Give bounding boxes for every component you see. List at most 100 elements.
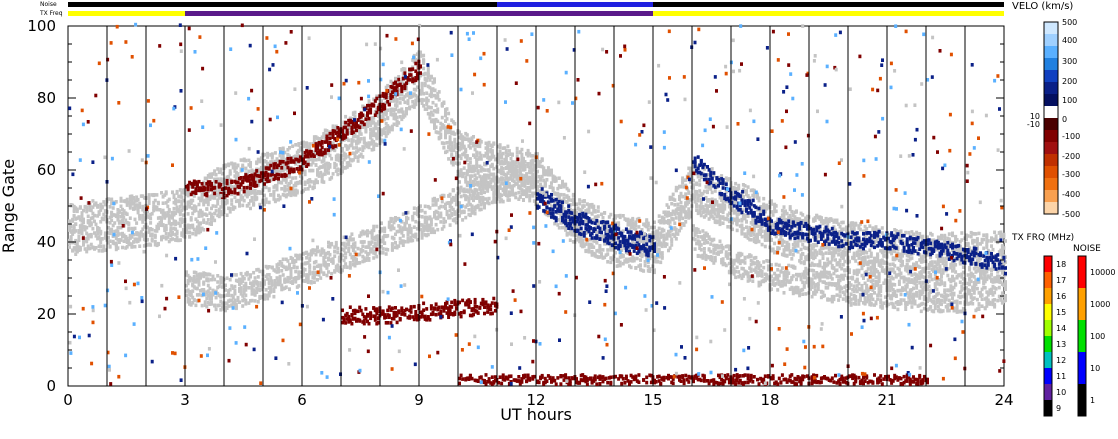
data-cell	[922, 275, 926, 280]
data-cell	[865, 250, 869, 255]
data-cell	[536, 179, 539, 184]
data-cell	[316, 172, 319, 176]
data-cell	[185, 206, 188, 211]
data-cell	[873, 256, 876, 261]
data-cell	[916, 264, 920, 269]
data-cell	[946, 242, 950, 247]
data-cell	[327, 151, 330, 156]
data-cell	[263, 202, 266, 207]
data-cell	[372, 147, 376, 152]
data-cell	[241, 203, 245, 208]
data-cell	[85, 249, 89, 254]
data-cell	[557, 194, 561, 198]
data-cell	[877, 263, 881, 267]
data-cell	[164, 190, 168, 194]
data-cell	[231, 207, 235, 211]
data-cell	[177, 194, 181, 199]
data-cell	[858, 252, 862, 257]
data-cell	[888, 278, 892, 282]
data-cell	[439, 128, 443, 132]
data-cell	[760, 209, 764, 213]
data-cell	[119, 196, 123, 201]
data-cell	[68, 228, 71, 232]
data-cell	[841, 263, 845, 267]
data-cell	[774, 234, 778, 239]
data-cell	[507, 182, 511, 186]
data-cell	[874, 225, 878, 229]
data-cell	[414, 98, 418, 103]
data-cell	[464, 147, 468, 152]
data-cell	[380, 131, 383, 136]
data-cell	[620, 248, 624, 252]
data-cell	[116, 212, 120, 217]
data-cell	[670, 243, 674, 247]
data-cell	[980, 237, 984, 242]
data-cell	[314, 163, 318, 167]
data-cell	[832, 266, 836, 270]
data-cell	[208, 211, 212, 216]
data-cell	[116, 246, 120, 250]
data-cell	[606, 252, 610, 256]
data-cell	[571, 197, 575, 202]
data-cell	[827, 251, 831, 255]
data-cell	[621, 214, 625, 218]
data-cell	[773, 241, 777, 246]
data-cell	[698, 189, 702, 193]
data-cell	[536, 159, 539, 164]
data-cell	[227, 174, 231, 179]
data-cell	[702, 207, 706, 211]
data-cell	[386, 108, 390, 112]
data-cell	[933, 273, 937, 277]
data-cell	[715, 214, 719, 219]
data-cell	[824, 245, 828, 250]
data-cell	[663, 212, 667, 217]
data-cell	[439, 132, 443, 137]
data-cell	[448, 142, 452, 146]
data-cell	[929, 231, 933, 236]
data-cell	[376, 135, 380, 139]
data-cell	[734, 210, 738, 214]
data-cell	[819, 245, 823, 250]
data-cell	[107, 235, 110, 240]
data-cell	[943, 259, 947, 263]
noise-bar-label: Noise	[40, 1, 57, 8]
data-cell	[862, 229, 865, 234]
data-cell	[389, 99, 393, 103]
data-cell	[297, 154, 301, 158]
data-cell	[487, 174, 491, 178]
data-cell	[840, 227, 844, 232]
data-cell	[559, 192, 563, 197]
data-cell	[902, 277, 906, 281]
data-cell	[128, 194, 132, 199]
data-cell	[160, 219, 163, 224]
data-cell	[169, 214, 173, 219]
data-cell	[784, 247, 787, 252]
data-cell	[887, 233, 890, 238]
data-cell	[710, 167, 714, 171]
data-cell	[830, 218, 834, 222]
data-cell	[813, 216, 817, 220]
data-cell	[765, 232, 769, 237]
data-cell	[601, 256, 605, 260]
data-cell	[270, 160, 274, 164]
data-cell	[670, 201, 674, 206]
data-cell	[250, 189, 254, 193]
data-cell	[230, 185, 234, 189]
data-cell	[114, 229, 118, 233]
data-cell	[979, 242, 982, 246]
data-cell	[793, 244, 797, 249]
data-cell	[832, 247, 836, 251]
data-cell	[809, 249, 812, 253]
data-cell	[174, 222, 178, 227]
data-cell	[575, 202, 578, 206]
data-cell	[468, 146, 472, 150]
data-cell	[364, 143, 368, 147]
data-cell	[827, 260, 831, 265]
data-cell	[507, 190, 511, 194]
data-cell	[626, 259, 630, 264]
data-cell	[965, 258, 968, 262]
data-cell	[571, 202, 575, 207]
data-cell	[587, 210, 591, 214]
data-cell	[473, 143, 477, 147]
data-cell	[297, 164, 301, 169]
